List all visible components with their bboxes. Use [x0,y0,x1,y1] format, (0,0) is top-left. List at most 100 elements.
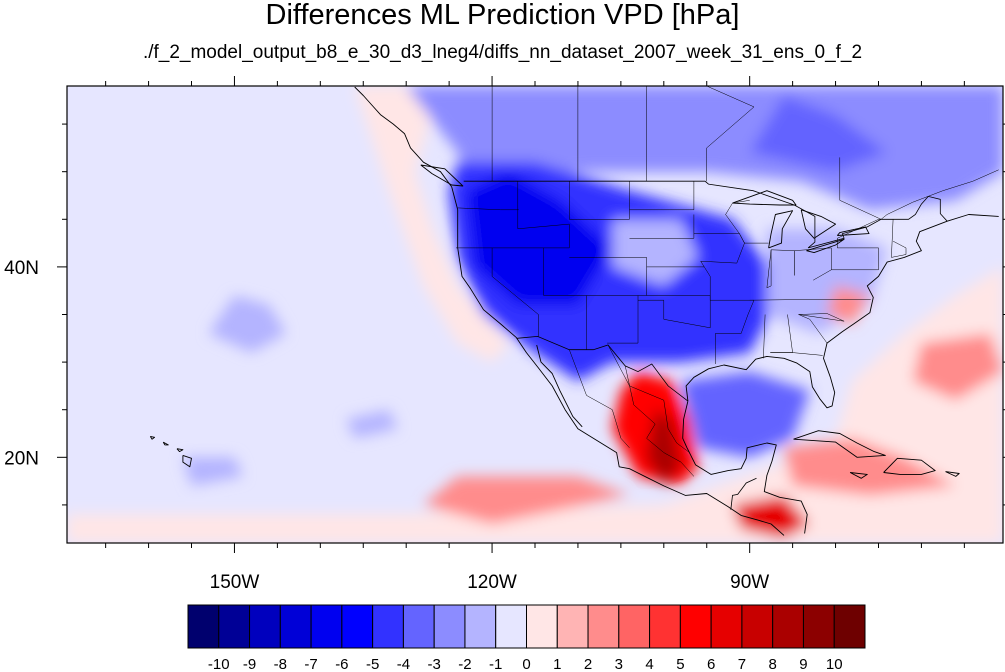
field-great-basin-dark [466,171,613,305]
state-line-ca-nv [491,247,539,337]
colorbar-box [587,604,620,649]
border-guatemala [730,477,757,510]
colorbar-label: -5 [366,656,379,672]
field-caribbean-pink [784,438,956,496]
field-virginia-pink [827,285,870,324]
field-pacific-blob-1 [208,295,286,353]
coastline-gulf-coast [685,214,999,409]
coastline-lake-erie [806,238,845,254]
lon-tick-label: 120W [467,572,517,593]
colorbar-label: 3 [615,656,623,672]
colorbar-label: -8 [274,656,287,672]
colorbar-label: 1 [553,656,561,672]
state-line-il-in-oh [766,247,832,289]
state-line-ms-al-ga [763,314,766,359]
state-line-nc-sc-ga [798,313,845,344]
colorbar-box [218,604,251,649]
field-mexico-core [646,409,681,486]
coastline-hawaii-big [182,454,192,468]
colorbar-label: 0 [522,656,530,672]
state-lines [456,86,999,477]
colorbar-box [833,604,866,649]
colorbar-label: -4 [397,656,410,672]
coastline-lake-superior [732,190,797,206]
state-line-wa-or [457,207,519,211]
colorbar-label: -7 [304,656,317,672]
colorbar-box [710,604,743,649]
field-gulf-blue [681,371,810,458]
colorbar-label: 9 [799,656,807,672]
colorbar-label: -1 [489,656,502,672]
colorbar-label: 6 [707,656,715,672]
map-panel: 150W 120W 90W 40N 20N [4,76,1005,593]
state-line-nm-tx [607,295,639,344]
colorbar-label: 10 [826,656,843,672]
colorbar-box [279,604,312,649]
colorbar-box [526,604,558,649]
field-ocean-pink-west [354,86,510,363]
state-line-mex-states-3 [624,365,695,477]
map-title: Differences ML Prediction VPD [hPa] [265,0,740,31]
coastline-lake-huron [800,209,837,239]
state-line-mex-states-2 [607,344,690,453]
field-pacific-blob-3 [182,457,243,486]
colorbar-box [310,604,343,649]
state-line-canada-provinces [491,86,755,182]
colorbar-label: -9 [243,656,256,672]
state-line-wi-mi [725,200,769,244]
colorbar-box [187,604,220,649]
field-ocean-pink-east [67,266,1003,543]
coastlines [149,86,999,536]
colorbar-label: -10 [208,656,230,672]
state-line-wy-co [569,257,647,296]
state-line-nv-ut-az [543,247,587,350]
coastline-puerto-rico [945,471,960,477]
lat-tick-label: 40N [4,258,39,279]
colorbar: -10 -9 -8 -7 -6 -5 -4 -3 -2 -1 0 1 2 3 4 5 6 7 8 9 10 [187,604,866,672]
colorbar-label: 5 [676,656,684,672]
lat-tick-label: 20N [4,448,39,469]
field-atlantic-pink [912,333,1003,401]
colorbar-label: 4 [645,656,653,672]
colorbar-box [618,604,651,649]
colorbar-box [249,604,281,649]
coastline-lake-michigan [768,210,794,249]
coastline-hawaii-kauai [149,435,156,440]
field-central-america-red [732,495,810,539]
state-line-quebec [839,157,999,220]
state-line-mt-wy [569,181,630,220]
state-line-tn-ky [749,299,871,301]
state-line-mex-states-1 [569,349,630,448]
colorbar-label: -6 [335,656,348,672]
coastline-hispaniola [883,457,936,475]
state-line-id-east [517,181,570,248]
colorbar-box [372,604,404,649]
colorbar-box [772,604,804,649]
coastline-north-america [451,186,785,536]
colorbar-label: 8 [769,656,777,672]
colorbar-box [802,604,835,649]
coastline-lake-ontario [836,226,870,236]
state-line-dakotas [629,181,695,211]
colorbar-box [679,604,712,649]
coastline-mexico-gulf [682,400,808,534]
coastline-jamaica [849,472,868,479]
state-line-al-ga [770,314,823,356]
vpd-difference-field [67,86,1003,543]
field-central-light [612,219,699,286]
colorbar-box [495,604,527,649]
field-pacific-blob-2 [346,409,398,439]
map-subtitle: ./f_2_model_output_b8_e_30_d3_lneg4/diff… [142,42,863,63]
colorbar-label: -3 [428,656,441,672]
lon-tick-label: 150W [210,572,260,593]
state-line-ks-ok [638,295,711,329]
colorbar-label: 7 [738,656,746,672]
colorbar-label: 2 [584,656,592,672]
colorbar-box [433,604,466,649]
coastline-vancouver-island [420,164,464,187]
field-hudson-blue [749,95,888,172]
colorbar-box [649,604,681,649]
axis-ticks: 150W 120W 90W 40N 20N [4,76,1005,593]
colorbar-box [341,604,374,649]
